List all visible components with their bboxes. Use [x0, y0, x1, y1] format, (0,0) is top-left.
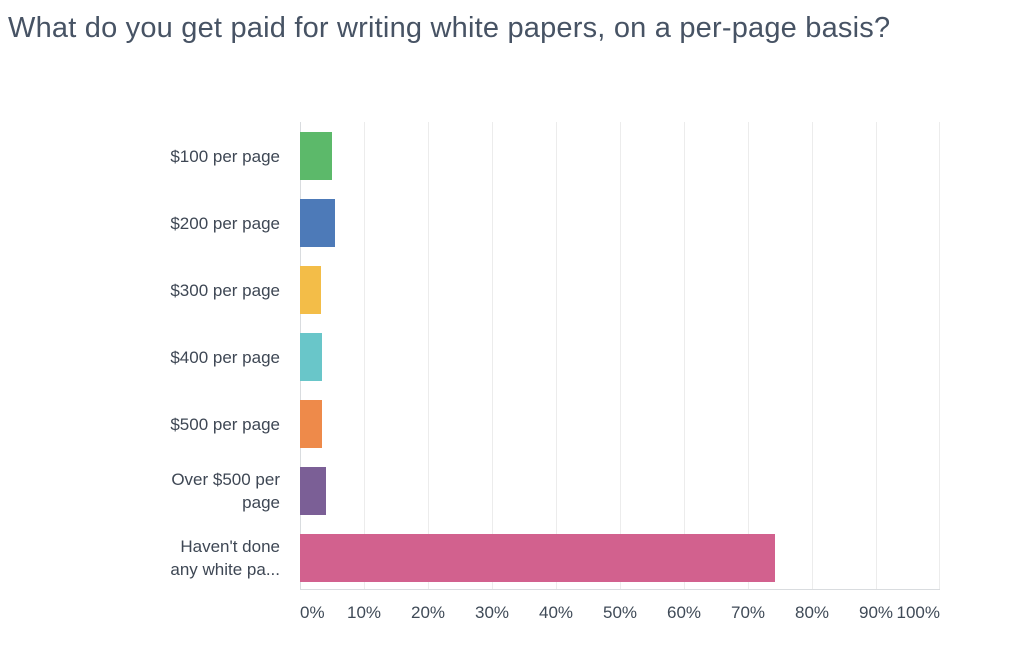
x-tick-label: 70%	[730, 603, 766, 622]
category-label: $200 per page	[170, 213, 280, 233]
x-tick-label: 50%	[602, 603, 638, 622]
chart-title: What do you get paid for writing white p…	[8, 12, 891, 44]
x-tick-label: 80%	[794, 603, 830, 622]
gridline	[620, 122, 621, 589]
category-label: $300 per page	[170, 280, 280, 300]
x-tick-label: 20%	[410, 603, 446, 622]
gridline	[812, 122, 813, 589]
category-label: $400 per page	[170, 347, 280, 367]
x-tick-label: 30%	[474, 603, 510, 622]
gridline	[876, 122, 877, 589]
gridline	[492, 122, 493, 589]
category-label: Haven't done any white pa...	[170, 537, 280, 579]
category-labels: $100 per page $200 per page $300 per page $…	[90, 122, 290, 590]
x-tick-label: 10%	[346, 603, 382, 622]
category-label: $100 per page	[170, 146, 280, 166]
x-axis-ticks: 0% 10% 20% 30% 40% 50% 60% 70% 80% 90% 100%	[300, 603, 940, 627]
x-tick-label: 90%	[858, 603, 894, 622]
bar-4	[300, 333, 322, 381]
category-label: Over $500 per page	[171, 470, 280, 512]
gridline	[684, 122, 685, 589]
bar-2	[300, 199, 336, 247]
gridline	[939, 122, 940, 589]
bar-1	[300, 132, 332, 180]
x-tick-label: 100%	[896, 603, 940, 622]
x-tick-label: 0%	[300, 603, 325, 622]
x-tick-label: 40%	[538, 603, 574, 622]
category-label: $500 per page	[170, 414, 280, 434]
gridline	[748, 122, 749, 589]
bar-7	[300, 534, 775, 582]
gridline	[364, 122, 365, 589]
gridline	[428, 122, 429, 589]
bar-3	[300, 266, 322, 314]
bar-5	[300, 400, 322, 448]
gridline	[556, 122, 557, 589]
plot-area	[300, 122, 940, 590]
x-tick-label: 60%	[666, 603, 702, 622]
bar-6	[300, 467, 327, 515]
